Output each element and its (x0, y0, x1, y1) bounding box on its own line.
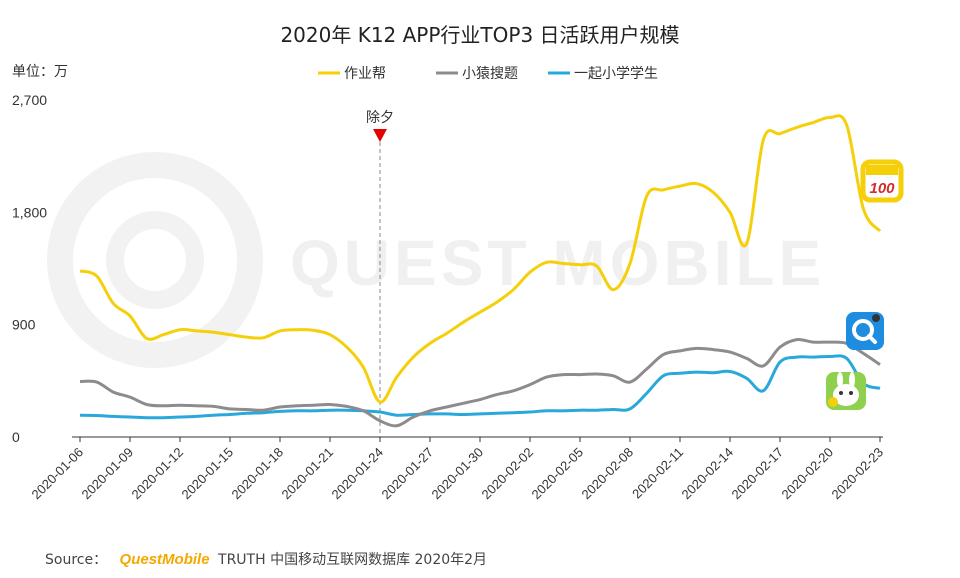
x-tick-label: 2020-02-17 (728, 445, 786, 503)
y-tick-label: 900 (12, 317, 36, 333)
search-q-icon (846, 312, 884, 350)
series-lines (79, 114, 882, 428)
x-tick-label: 2020-01-18 (228, 445, 286, 503)
legend-entry: 小猿搜题 (462, 66, 518, 82)
new-year-eve-marker: 除夕 (366, 110, 394, 437)
x-tick-label: 2020-01-21 (278, 445, 336, 503)
unit-label: 单位：万 (12, 64, 68, 80)
x-tick-label: 2020-01-15 (178, 445, 236, 503)
source-prefix: Source： (45, 552, 107, 568)
zuoyebang-icon-label: 100 (869, 180, 895, 197)
x-tick-label: 2020-02-23 (828, 445, 886, 503)
x-tick-label: 2020-01-27 (378, 445, 436, 503)
series-line-2 (79, 354, 881, 420)
x-tick-label: 2020-01-06 (28, 445, 86, 503)
y-tick-label: 0 (12, 429, 20, 445)
zuoyebang-app-icon: 100 (860, 159, 904, 203)
x-tick-label: 2020-02-02 (478, 445, 536, 503)
cartoon-rabbit-icon (826, 372, 866, 410)
chart-title: 2020年 K12 APP行业TOP3 日活跃用户规模 (280, 23, 679, 47)
x-axis: 2020-01-062020-01-092020-01-122020-01-15… (28, 437, 886, 502)
marker-label: 除夕 (366, 110, 394, 126)
y-tick-label: 1,800 (12, 204, 47, 220)
x-tick-label: 2020-02-14 (678, 445, 736, 503)
series-line-0 (79, 114, 882, 404)
x-tick-label: 2020-02-08 (578, 445, 636, 503)
marker-triangle (373, 129, 387, 142)
watermark: QUEST MOBILE (47, 152, 821, 368)
series-line-1 (79, 337, 881, 428)
x-tick-label: 2020-01-12 (128, 445, 186, 503)
x-tick-label: 2020-01-24 (328, 445, 386, 503)
y-tick-label: 2,700 (12, 92, 47, 108)
y-axis: 0 900 1,800 2,700 (12, 92, 47, 445)
svg-text:Source： QuestMobile: Source： QuestMobile TRUTH 中国移动互联网数据库 202… (45, 551, 487, 568)
x-tick-label: 2020-02-20 (778, 445, 836, 503)
source-line: Source： QuestMobile TRUTH 中国移动互联网数据库 202… (45, 551, 487, 568)
legend-entry: 作业帮 (344, 66, 386, 82)
legend-entry: 一起小学学生 (574, 66, 658, 82)
legend: 作业帮 小猿搜题 一起小学学生 (318, 66, 658, 82)
x-tick-label: 2020-02-11 (629, 445, 686, 502)
x-tick-label: 2020-01-30 (428, 445, 486, 503)
x-tick-label: 2020-01-09 (78, 445, 136, 503)
source-brand: QuestMobile (120, 551, 210, 568)
source-suffix: TRUTH 中国移动互联网数据库 2020年2月 (217, 552, 487, 568)
x-tick-label: 2020-02-05 (528, 445, 586, 503)
